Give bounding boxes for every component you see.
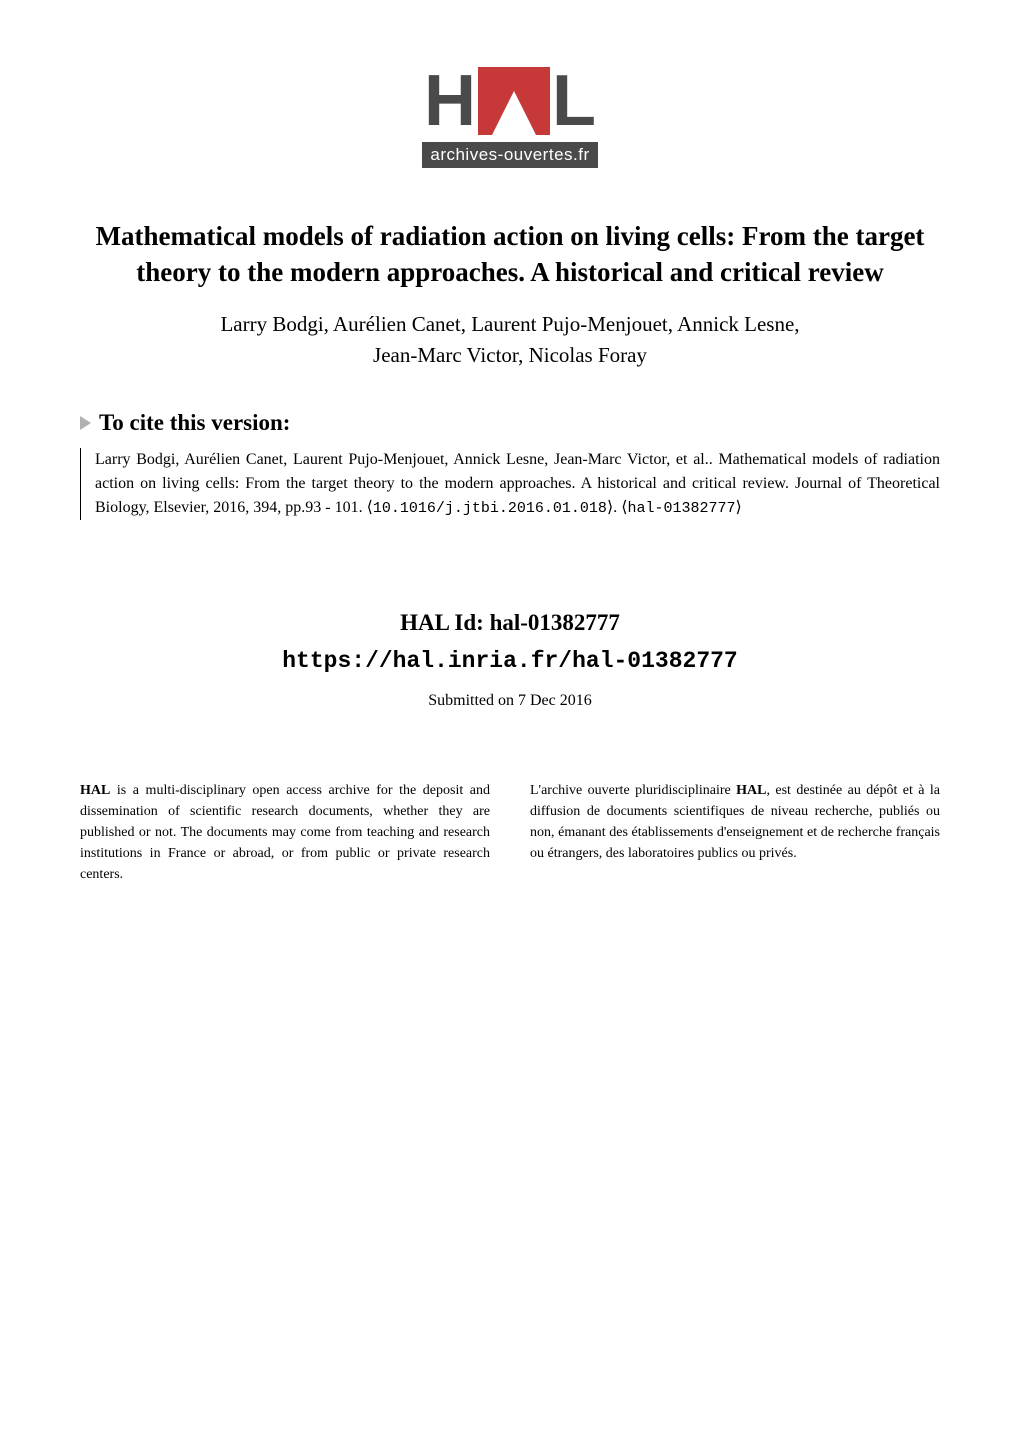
description-bold-hal-fr: HAL bbox=[736, 783, 766, 798]
hal-logo-subtitle: archives-ouvertes.fr bbox=[422, 142, 597, 168]
hal-logo: H L archives-ouvertes.fr bbox=[422, 60, 597, 168]
cite-doi: 10.1016/j.jtbi.2016.01.018 bbox=[373, 500, 607, 517]
angle-close-icon: ⟩ bbox=[607, 499, 613, 516]
authors-line-1: Larry Bodgi, Aurélien Canet, Laurent Puj… bbox=[220, 312, 799, 336]
cite-header: To cite this version: bbox=[80, 410, 940, 436]
angle-close-icon: ⟩ bbox=[735, 499, 741, 516]
hal-logo-h: H bbox=[424, 60, 476, 142]
hal-logo-container: H L archives-ouvertes.fr bbox=[80, 60, 940, 168]
description-bold-hal-en: HAL bbox=[80, 783, 110, 798]
authors-line-2: Jean-Marc Victor, Nicolas Foray bbox=[373, 343, 647, 367]
paper-title: Mathematical models of radiation action … bbox=[80, 218, 940, 291]
description-french: L'archive ouverte pluridisciplinaire HAL… bbox=[530, 780, 940, 885]
submitted-date: Submitted on 7 Dec 2016 bbox=[80, 692, 940, 710]
hal-logo-letters: H L bbox=[422, 60, 597, 142]
description-english: HAL is a multi-disciplinary open access … bbox=[80, 780, 490, 885]
cite-body: Larry Bodgi, Aurélien Canet, Laurent Puj… bbox=[80, 448, 940, 521]
cite-heading: To cite this version: bbox=[99, 410, 290, 436]
hal-id-label: HAL Id: bbox=[400, 610, 489, 635]
hal-logo-a-icon bbox=[478, 67, 550, 135]
hal-logo-l: L bbox=[552, 60, 596, 142]
hal-url[interactable]: https://hal.inria.fr/hal-01382777 bbox=[80, 648, 940, 674]
description-container: HAL is a multi-disciplinary open access … bbox=[80, 780, 940, 885]
cite-section: To cite this version: Larry Bodgi, Aurél… bbox=[80, 410, 940, 521]
triangle-right-icon bbox=[80, 416, 91, 430]
hal-id-section: HAL Id: hal-01382777 bbox=[80, 610, 940, 636]
description-text-en: is a multi-disciplinary open access arch… bbox=[80, 783, 490, 882]
paper-authors: Larry Bodgi, Aurélien Canet, Laurent Puj… bbox=[80, 309, 940, 372]
cite-hal-id: hal-01382777 bbox=[627, 500, 735, 517]
description-prefix-fr: L'archive ouverte pluridisciplinaire bbox=[530, 783, 736, 798]
hal-id-value: hal-01382777 bbox=[490, 610, 620, 635]
